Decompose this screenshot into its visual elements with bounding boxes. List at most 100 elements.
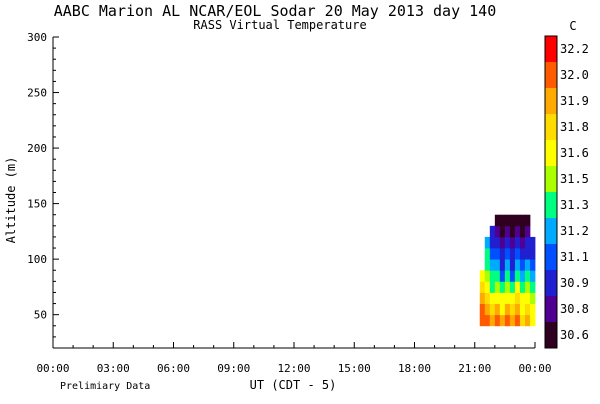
heatmap-cell — [479, 292, 486, 304]
heatmap-cell — [509, 259, 516, 271]
x-tick-label: 09:00 — [217, 362, 250, 375]
heatmap-cell — [494, 259, 501, 271]
heatmap-cell — [509, 292, 516, 304]
heatmap-cell — [514, 292, 521, 304]
colorbar-swatch — [545, 62, 557, 89]
y-tick-label: 100 — [27, 253, 47, 266]
heatmap-cell — [519, 214, 526, 227]
heatmap-cell — [529, 270, 536, 282]
heatmap-cell — [509, 270, 516, 282]
heatmap-cell — [499, 236, 506, 249]
heatmap-cell — [529, 248, 536, 260]
heatmap-cell — [479, 281, 486, 293]
axes: 50 100 150 200 250 300 00:00 03:00 06:00 09:00 12:… — [27, 31, 551, 375]
heatmap-cell — [529, 281, 536, 293]
heatmap-cell — [479, 314, 486, 327]
heatmap-cell — [499, 281, 506, 293]
heatmap-cell — [494, 281, 501, 293]
colorbar-label: 32.2 — [560, 42, 589, 56]
heatmap-cell — [494, 303, 501, 316]
heatmap-cell — [499, 214, 506, 227]
heatmap-cell — [519, 303, 526, 316]
y-tick-label: 300 — [27, 31, 47, 44]
heatmap-cell — [504, 248, 511, 260]
heatmap-cell — [509, 314, 516, 327]
heatmap-cell — [494, 292, 501, 304]
heatmap-cell — [484, 303, 491, 316]
heatmap-cell — [509, 236, 516, 249]
colorbar-label: 30.6 — [560, 328, 589, 342]
heatmap-cell — [489, 225, 496, 238]
x-tick-label: 12:00 — [277, 362, 310, 375]
x-tick-label: 00:00 — [518, 362, 551, 375]
colorbar-swatch — [545, 36, 557, 63]
heatmap-cell — [519, 259, 526, 271]
x-tick-label: 03:00 — [97, 362, 130, 375]
colorbar-swatch — [545, 140, 557, 167]
heatmap-cell — [524, 259, 531, 271]
x-tick-label: 06:00 — [157, 362, 190, 375]
heatmap-cell — [499, 259, 506, 271]
heatmap-cell — [509, 303, 516, 316]
colorbar-swatch — [545, 114, 557, 141]
colorbar-swatch — [545, 88, 557, 115]
y-tick-label: 200 — [27, 142, 47, 155]
heatmap-cell — [509, 214, 516, 227]
colorbar-label: 30.8 — [560, 302, 589, 316]
colorbar-label: 31.1 — [560, 250, 589, 264]
heatmap-cell — [519, 281, 526, 293]
heatmap-cell — [519, 248, 526, 260]
heatmap-cell — [524, 248, 531, 260]
colorbar-unit: C — [569, 19, 576, 33]
heatmap-cell — [494, 270, 501, 282]
chart-title: AABC Marion AL NCAR/EOL Sodar 20 May 201… — [54, 2, 497, 20]
colorbar-label: 32.0 — [560, 68, 589, 82]
heatmap-cell — [504, 214, 511, 227]
heatmap-cell — [529, 292, 536, 304]
x-tick-label: 18:00 — [398, 362, 431, 375]
heatmap-cell — [514, 236, 521, 249]
heatmap-cell — [479, 270, 486, 282]
heatmap-cell — [499, 225, 506, 238]
heatmap-cell — [529, 236, 536, 249]
colorbar-swatch — [545, 218, 557, 245]
heatmap-cell — [524, 236, 531, 249]
heatmap-cell — [514, 281, 521, 293]
plot-area — [479, 214, 536, 327]
heatmap-cell — [509, 248, 516, 260]
heatmap-cell — [494, 225, 501, 238]
heatmap-cell — [524, 292, 531, 304]
heatmap-cell — [484, 292, 491, 304]
heatmap-cell — [519, 292, 526, 304]
x-axis-title: UT (CDT - 5) — [250, 378, 337, 392]
colorbar-swatch — [545, 166, 557, 193]
heatmap-cell — [489, 292, 496, 304]
colorbar-label: 31.3 — [560, 198, 589, 212]
heatmap-cell — [509, 225, 516, 238]
colorbar-label: 30.9 — [560, 276, 589, 290]
heatmap-cell — [494, 214, 501, 227]
heatmap-cell — [484, 248, 491, 260]
colorbar-label: 31.2 — [560, 224, 589, 238]
heatmap-cell — [529, 314, 536, 327]
colorbar-label: 31.5 — [560, 172, 589, 186]
heatmap-cell — [514, 248, 521, 260]
heatmap-cell — [499, 248, 506, 260]
y-tick-label: 50 — [34, 309, 47, 322]
y-axis-title: Altitude (m) — [4, 157, 18, 244]
heatmap-cell — [524, 303, 531, 316]
colorbar-frame — [544, 35, 558, 349]
heatmap-cell — [514, 314, 521, 327]
heatmap-cell — [489, 248, 496, 260]
colorbar-swatch — [545, 296, 557, 323]
footer-note: Prelimiary Data — [60, 381, 150, 392]
heatmap-cell — [524, 314, 531, 327]
chart-subtitle: RASS Virtual Temperature — [193, 18, 366, 32]
heatmap-cell — [494, 314, 501, 327]
y-tick-label: 250 — [27, 87, 47, 100]
heatmap-cell — [504, 303, 511, 316]
heatmap-cell — [514, 303, 521, 316]
heatmap-cell — [514, 270, 521, 282]
